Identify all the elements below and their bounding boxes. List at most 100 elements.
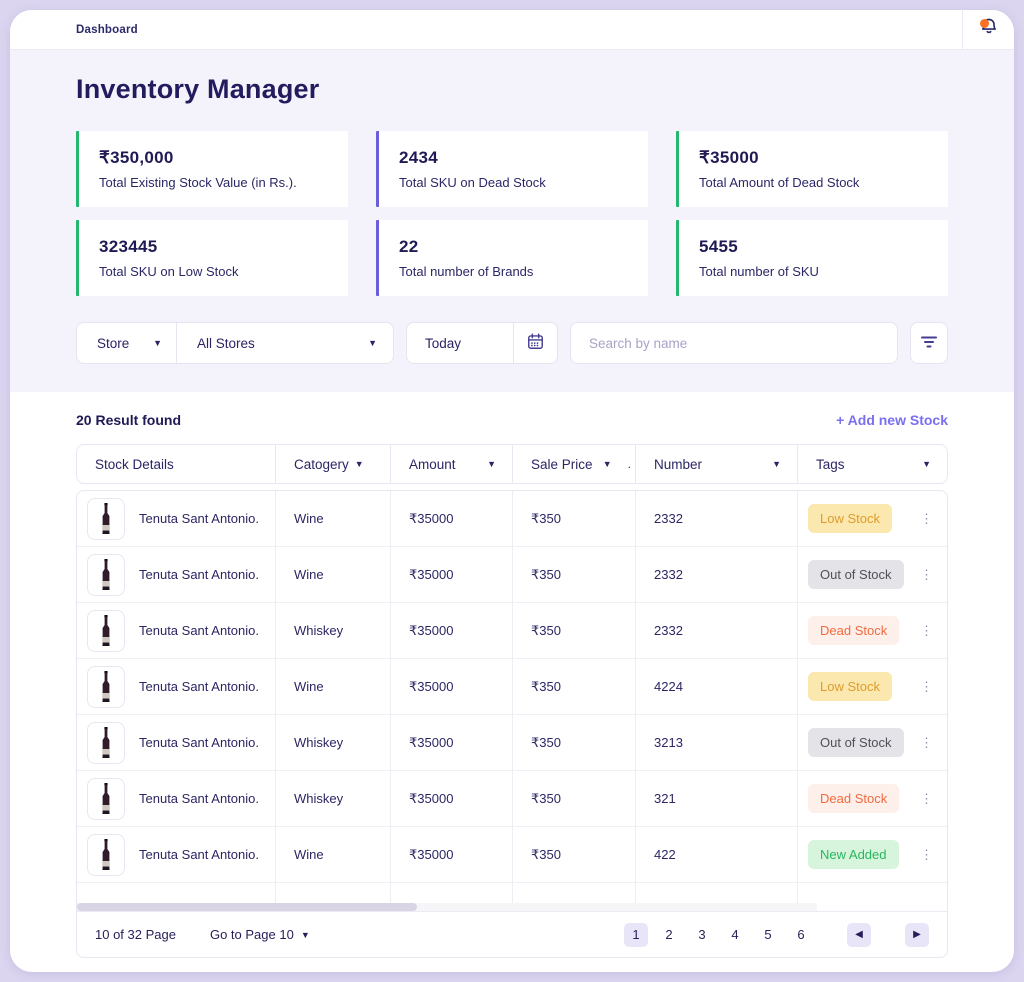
category-cell: Wine — [276, 659, 391, 714]
row-menu-button[interactable]: ⋮ — [916, 622, 937, 639]
tags-cell: Dead Stock ⋮ — [798, 603, 947, 658]
page-number-button[interactable]: 4 — [723, 923, 747, 947]
page-number-button[interactable]: 2 — [657, 923, 681, 947]
row-menu-button[interactable]: ⋮ — [916, 790, 937, 807]
row-menu-button[interactable]: ⋮ — [916, 566, 937, 583]
page-number-button[interactable]: 3 — [690, 923, 714, 947]
stat-value: 2434 — [399, 148, 439, 167]
scrollbar-thumb[interactable] — [77, 903, 418, 911]
product-image — [87, 665, 125, 708]
amount-cell: ₹35000 — [391, 827, 513, 882]
stat-label: Total SKU on Low Stock — [99, 264, 239, 279]
column-header[interactable]: Catogery ▼ — [276, 445, 391, 483]
stat-label: Total number of Brands — [399, 264, 534, 279]
sale-price-cell: ₹350 — [513, 491, 636, 546]
content-section: 20 Result found + Add new Stock Stock De… — [10, 412, 1014, 958]
stat-value: 323445 — [99, 237, 158, 256]
results-row: 20 Result found + Add new Stock — [76, 412, 948, 428]
stock-details-cell: Tenuta Sant Antonio. — [77, 715, 276, 770]
results-count: 20 Result found — [76, 412, 182, 428]
product-name: Tenuta Sant Antonio. — [139, 623, 259, 638]
amount-cell: ₹35000 — [391, 491, 513, 546]
stat-value: 5455 — [699, 237, 739, 256]
column-label: Sale Price — [531, 456, 593, 472]
category-cell: Whiskey — [276, 603, 391, 658]
table-rows: Tenuta Sant Antonio. Wine ₹35000 ₹350 2332 Lo… — [77, 491, 947, 883]
sale-price-cell: ₹350 — [513, 547, 636, 602]
product-name: Tenuta Sant Antonio. — [139, 735, 259, 750]
product-name: Tenuta Sant Antonio. — [139, 847, 259, 862]
table-partial-row — [77, 883, 947, 903]
store-type-label: Store — [97, 335, 130, 351]
store-select-value: All Stores — [197, 335, 255, 351]
page-number-button[interactable]: 6 — [789, 923, 813, 947]
column-label: Stock Details — [95, 456, 174, 472]
tags-cell: Low Stock ⋮ — [798, 491, 947, 546]
date-picker: Today — [406, 322, 558, 364]
notifications-button[interactable] — [962, 10, 1014, 50]
search-input[interactable] — [570, 322, 898, 364]
page-number-button[interactable]: 5 — [756, 923, 780, 947]
category-cell: Whiskey — [276, 715, 391, 770]
stat-value: 22 — [399, 237, 419, 256]
store-type-dropdown[interactable]: Store ▼ — [77, 323, 177, 363]
row-menu-button[interactable]: ⋮ — [916, 846, 937, 863]
sort-caret-icon: ▼ — [922, 459, 931, 469]
table-row: Tenuta Sant Antonio. Whiskey ₹35000 ₹350 321… — [77, 715, 947, 771]
page-number-button[interactable]: 1 — [624, 922, 648, 947]
goto-page-dropdown[interactable]: Go to Page 10 ▼ — [210, 927, 310, 942]
number-cell: 321 — [636, 771, 798, 826]
stat-label: Total Amount of Dead Stock — [699, 175, 860, 190]
row-menu-button[interactable]: ⋮ — [916, 734, 937, 751]
stock-details-cell: Tenuta Sant Antonio. — [77, 827, 276, 882]
table-row: Tenuta Sant Antonio. Whiskey ₹35000 ₹350 233… — [77, 603, 947, 659]
horizontal-scrollbar[interactable] — [77, 903, 817, 911]
sort-caret-icon: ▼ — [772, 459, 781, 469]
number-cell: 2332 — [636, 491, 798, 546]
product-image — [87, 721, 125, 764]
tags-cell: Low Stock ⋮ — [798, 659, 947, 714]
table-row: Tenuta Sant Antonio. Wine ₹35000 ₹350 422 New… — [77, 827, 947, 883]
product-image — [87, 609, 125, 652]
breadcrumb[interactable]: Dashboard — [76, 23, 138, 36]
product-image — [87, 777, 125, 820]
stock-details-cell: Tenuta Sant Antonio. — [77, 491, 276, 546]
column-header[interactable]: Amount ▼ — [391, 445, 513, 483]
number-cell: 2332 — [636, 547, 798, 602]
add-new-stock-link[interactable]: + Add new Stock — [836, 412, 948, 428]
chevron-down-icon: ▼ — [368, 338, 377, 348]
product-image — [87, 553, 125, 596]
filter-button[interactable] — [910, 322, 948, 364]
sort-caret-icon: ▼ — [487, 459, 496, 469]
date-picker-button[interactable] — [513, 323, 557, 363]
status-badge: Low Stock — [808, 672, 892, 701]
date-value[interactable]: Today — [425, 335, 462, 351]
category-cell: Wine — [276, 827, 391, 882]
row-menu-button[interactable]: ⋮ — [916, 678, 937, 695]
sale-price-cell: ₹350 — [513, 603, 636, 658]
goto-page-label: Go to Page 10 — [209, 927, 294, 942]
column-label: Number — [654, 456, 703, 472]
table-body: Tenuta Sant Antonio. Wine ₹35000 ₹350 2332 Lo… — [76, 490, 948, 958]
stat-card: ₹35000 Total Amount of Dead Stock — [676, 131, 948, 207]
page-status: 10 of 32 Page — [95, 927, 176, 942]
number-cell: 422 — [636, 827, 798, 882]
bell-icon — [979, 17, 999, 42]
sale-price-cell: ₹350 — [513, 659, 636, 714]
next-page-button[interactable]: ▶ — [905, 922, 929, 947]
column-header[interactable]: Number ▼ — [636, 445, 798, 483]
store-select-dropdown[interactable]: All Stores ▼ — [177, 323, 393, 363]
column-header[interactable]: Sale Price ▼. — [513, 445, 636, 483]
stat-card: ₹350,000 Total Existing Stock Value (in R… — [76, 131, 348, 207]
prev-page-button[interactable]: ◀ — [847, 922, 871, 947]
table-row: Tenuta Sant Antonio. Wine ₹35000 ₹350 2332 Ou… — [77, 547, 947, 603]
number-cell: 2332 — [636, 603, 798, 658]
column-header[interactable]: Tags ▼ — [798, 445, 947, 483]
stat-card: 323445 Total SKU on Low Stock — [76, 220, 348, 296]
amount-cell: ₹35000 — [391, 771, 513, 826]
stat-label: Total SKU on Dead Stock — [399, 175, 546, 190]
row-menu-button[interactable]: ⋮ — [916, 510, 937, 527]
column-label: Amount — [409, 456, 456, 472]
status-badge: Low Stock — [808, 504, 892, 533]
